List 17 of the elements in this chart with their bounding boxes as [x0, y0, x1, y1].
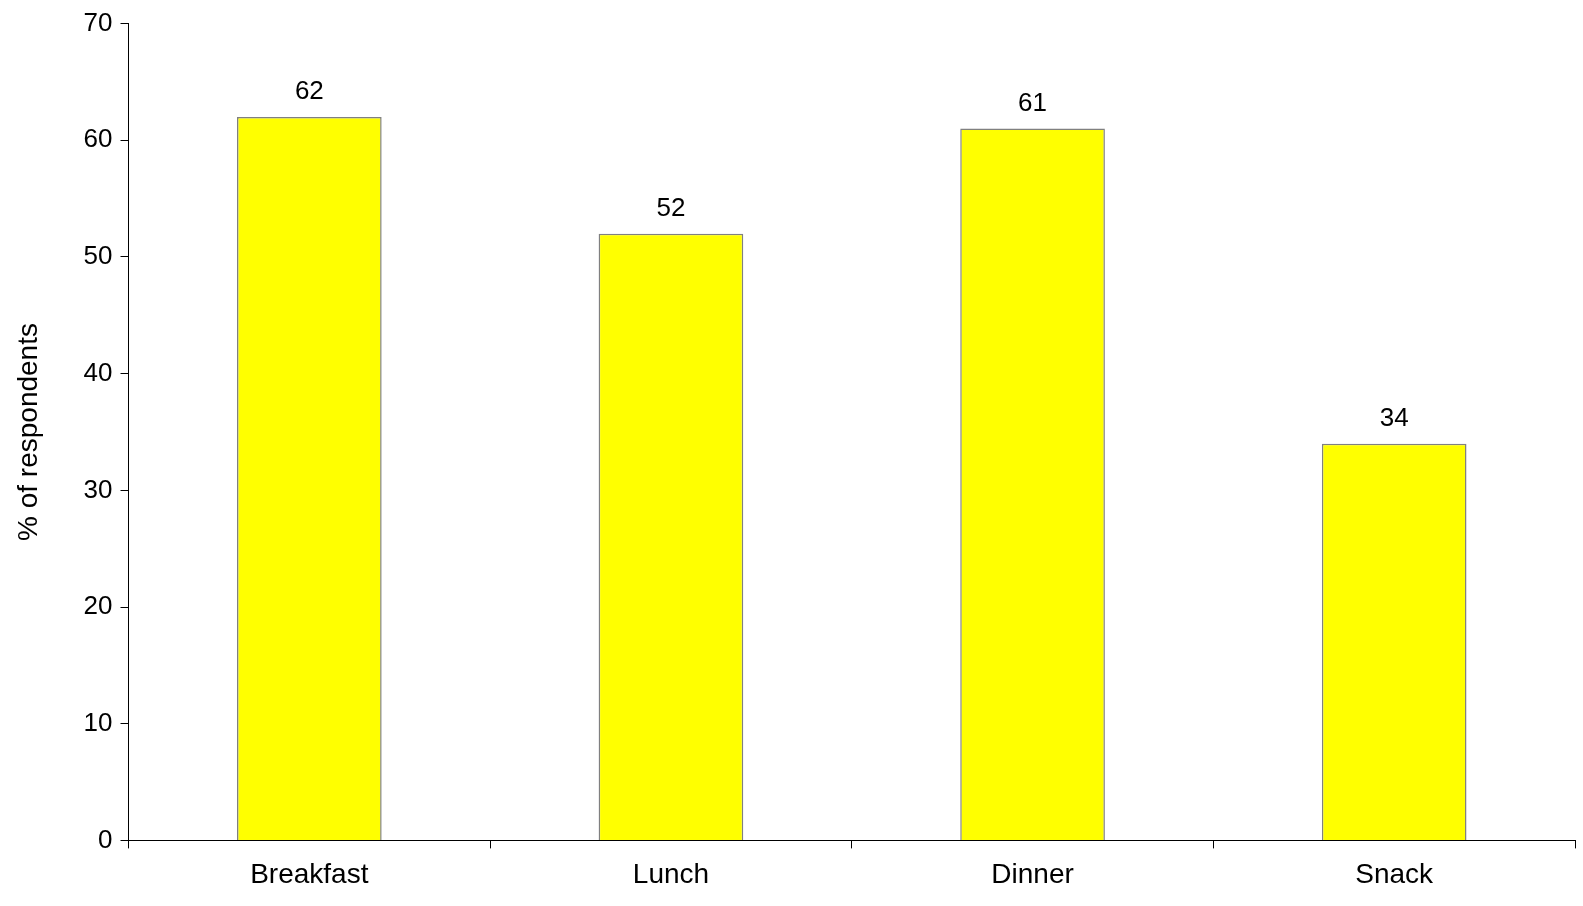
y-axis-title: % of respondents — [11, 323, 43, 541]
y-tick-label: 20 — [83, 590, 113, 621]
y-tick-label: 70 — [83, 6, 113, 37]
y-tick-label: 10 — [83, 706, 113, 737]
y-tick-label: 60 — [83, 123, 113, 154]
y-tick-label: 0 — [98, 823, 113, 854]
y-tick-label: 30 — [83, 473, 113, 504]
data-label: 62 — [294, 75, 324, 106]
data-label: 52 — [656, 191, 686, 222]
x-tick-label: Breakfast — [250, 857, 369, 889]
x-tick-label: Lunch — [632, 857, 710, 889]
data-label: 34 — [1379, 401, 1409, 432]
y-tick-label: 50 — [83, 240, 113, 271]
x-tick-label: Snack — [1355, 857, 1435, 889]
y-tick-label: 40 — [83, 356, 113, 387]
data-label: 61 — [1018, 86, 1048, 117]
x-tick-label: Dinner — [991, 857, 1074, 889]
